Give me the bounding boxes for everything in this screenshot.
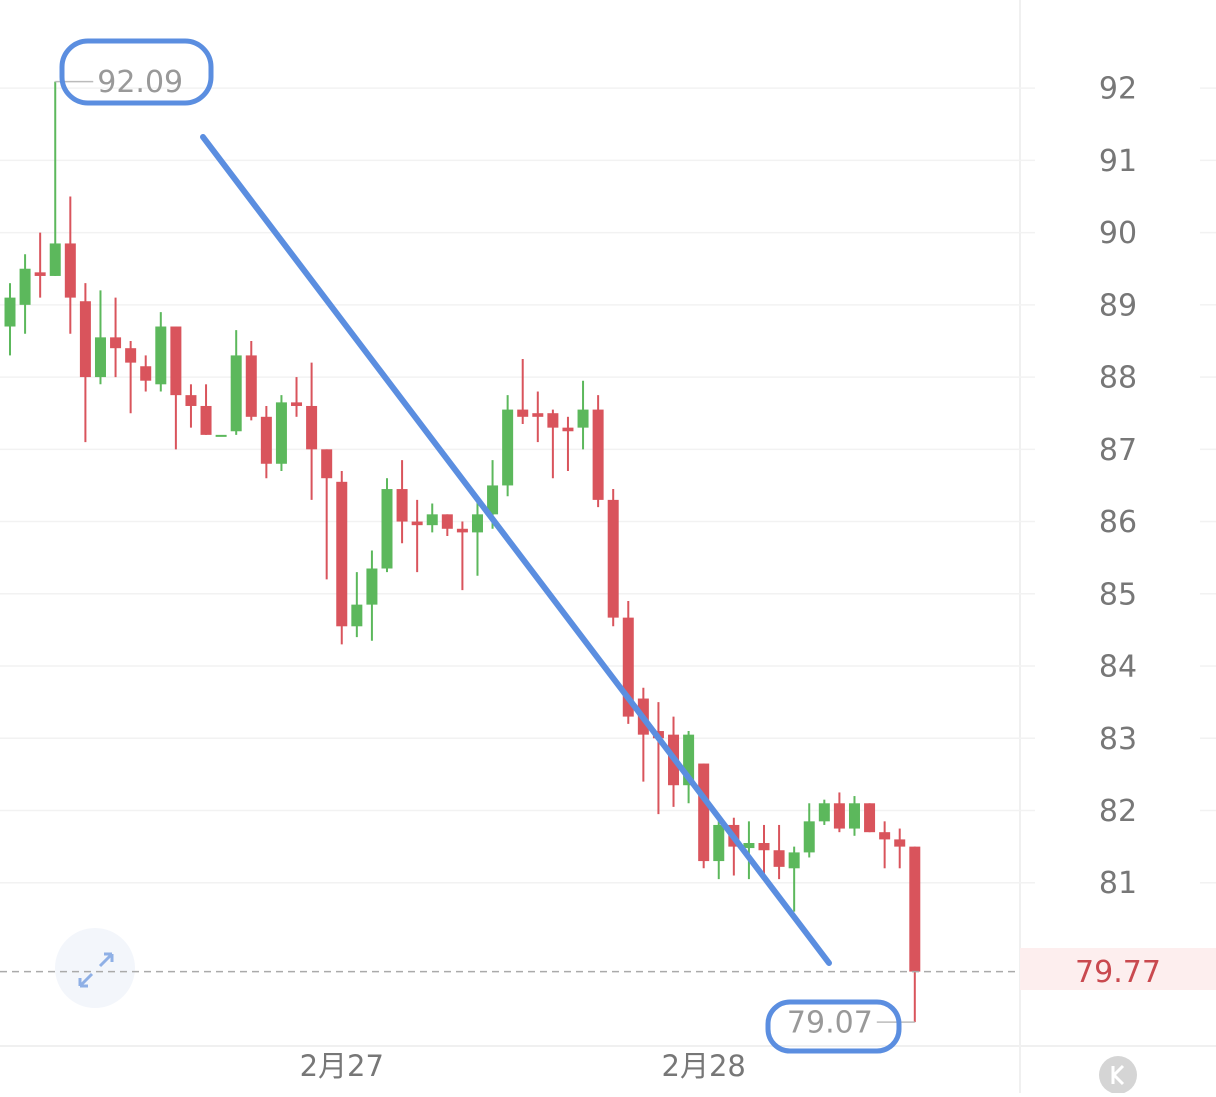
candle-body (260, 416, 272, 464)
k-button[interactable] (1099, 1056, 1137, 1094)
highlight-ellipse (765, 999, 902, 1054)
y-tick-label: 85 (1099, 577, 1137, 612)
candle-body (833, 803, 845, 829)
highlight-ellipse (59, 38, 214, 106)
candle-body (441, 514, 453, 529)
y-tick-label: 88 (1099, 361, 1137, 396)
candle-body (818, 803, 830, 822)
candle-body (909, 846, 921, 972)
candle-body (306, 405, 318, 450)
candle-body (336, 481, 348, 627)
candle-body (758, 843, 770, 851)
price-label-bg (1020, 948, 1216, 990)
y-tick-label: 92 (1099, 72, 1137, 107)
candle-body (49, 243, 61, 276)
candle-body (19, 268, 31, 305)
candle-body (351, 604, 363, 627)
candle-body (381, 489, 393, 569)
candle-body (170, 326, 182, 396)
candle-body (200, 405, 212, 435)
candle-body (773, 850, 785, 867)
candle-body (411, 521, 423, 526)
y-tick-label: 82 (1099, 794, 1137, 829)
y-tick-label: 89 (1099, 288, 1137, 323)
candle-body (683, 734, 695, 786)
candle-body (713, 824, 725, 862)
y-tick-label: 87 (1099, 433, 1137, 468)
candle-body (517, 409, 529, 417)
candle-body (698, 763, 710, 862)
candle-body (230, 355, 242, 432)
expand-button[interactable] (55, 928, 135, 1008)
candle-body (456, 528, 468, 533)
candle-body (64, 243, 76, 298)
candle-body (140, 366, 152, 381)
candle-body (185, 395, 197, 406)
k-icon (1111, 1064, 1125, 1086)
candle-body (592, 409, 604, 500)
candle-body (155, 326, 167, 385)
x-tick-label: 2月28 (662, 1049, 746, 1083)
y-tick-label: 84 (1099, 650, 1137, 685)
expand-icon (78, 952, 114, 988)
candle-body (366, 568, 378, 605)
y-tick-label: 83 (1099, 722, 1137, 757)
candle-body (848, 803, 860, 829)
candle-body (502, 409, 514, 486)
candle-body (471, 514, 483, 533)
trend-line (200, 134, 832, 966)
candle-body (426, 514, 438, 526)
candle-body (788, 852, 800, 869)
x-tick-label: 2月27 (300, 1049, 384, 1083)
candle-body (94, 337, 106, 378)
candle-body (125, 348, 137, 363)
candle-body (577, 409, 589, 428)
candle-body (321, 449, 333, 479)
y-tick-label: 91 (1099, 144, 1137, 179)
candle-body (622, 617, 634, 717)
y-tick-label: 86 (1099, 505, 1137, 540)
y-tick-label: 81 (1099, 866, 1137, 901)
candle-body (396, 489, 408, 522)
candle-body (275, 402, 287, 464)
candle-body (487, 485, 499, 515)
candle-body (894, 839, 906, 847)
candle-body (79, 301, 91, 378)
candle-body (803, 821, 815, 853)
candle-body (4, 297, 16, 327)
candle-body (864, 803, 876, 833)
candle-body (532, 413, 544, 417)
candle-body (215, 434, 227, 437)
candle-body (547, 413, 559, 428)
y-tick-label: 90 (1099, 216, 1137, 251)
candle-body (879, 832, 891, 840)
last-price-label: 79.77 (1075, 955, 1161, 990)
max-label: 92.09 (97, 65, 183, 100)
candle-body (110, 337, 122, 349)
min-label: 79.07 (787, 1006, 873, 1041)
candle-body (743, 843, 755, 849)
candle-body (34, 272, 46, 276)
candle-body (291, 402, 303, 406)
candle-body (245, 355, 257, 417)
candle-body (562, 427, 574, 432)
candle-body (607, 499, 619, 618)
